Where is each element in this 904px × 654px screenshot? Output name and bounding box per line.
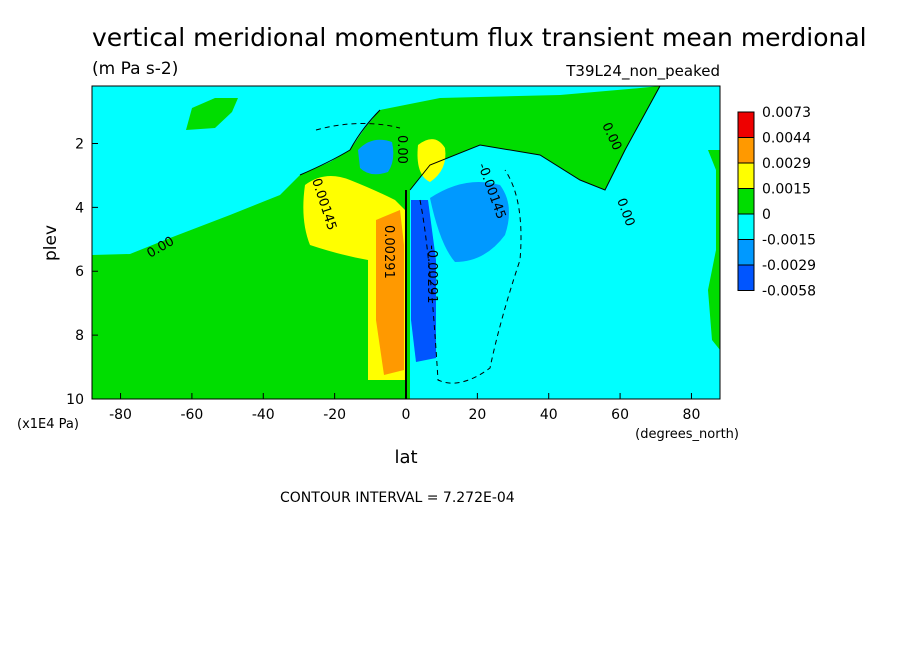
region-top-left-positive xyxy=(186,98,238,130)
chart-units: (m Pa s-2) xyxy=(92,59,178,79)
x-tick-label: -20 xyxy=(323,407,346,423)
y-axis: 2 4 6 8 10 xyxy=(66,136,98,408)
colorbar-label: 0.0029 xyxy=(762,156,811,172)
contour-line-c xyxy=(419,169,522,384)
x-tick-label: -60 xyxy=(180,407,203,423)
region-right-negative xyxy=(410,86,720,399)
region-negative-upper-8S xyxy=(358,139,394,175)
region-negative-core-5N xyxy=(411,200,436,362)
colorbar-swatch xyxy=(737,239,755,266)
x-tick-label: -80 xyxy=(109,407,132,423)
y-axis-title: plev xyxy=(41,225,61,261)
x-tick-label: 60 xyxy=(611,407,629,423)
contour-line-a xyxy=(299,109,381,176)
y-axis-units: (x1E4 Pa) xyxy=(17,417,79,432)
region-right-edge-positive xyxy=(708,150,720,350)
chart-title: vertical meridional momentum flux transi… xyxy=(92,23,867,52)
region-negative-lobe-15N xyxy=(430,181,509,262)
colorbar-label: -0.0058 xyxy=(762,284,816,300)
colorbar: 0.0073 0.0044 0.0029 0.0015 0 -0.0015 -0.0029 -… xyxy=(737,105,816,300)
y-tick-label: 6 xyxy=(75,264,84,280)
colorbar-label: 0.0073 xyxy=(762,105,811,121)
colorbar-swatch xyxy=(737,162,755,189)
colorbar-label: -0.0029 xyxy=(762,258,816,274)
contour-label-4: 0.00 xyxy=(394,135,409,164)
contour-line-d xyxy=(315,123,401,131)
x-tick-label: 0 xyxy=(402,407,411,423)
colorbar-label: -0.0015 xyxy=(762,233,816,249)
colorbar-label: 0.0044 xyxy=(762,131,811,147)
x-tick-label: 40 xyxy=(540,407,558,423)
colorbar-swatch xyxy=(737,137,755,164)
region-positive-core-5S xyxy=(376,210,404,375)
x-tick-label: 80 xyxy=(683,407,701,423)
colorbar-swatch xyxy=(737,111,755,138)
region-upper-left-negative xyxy=(92,86,660,255)
contour-interval: CONTOUR INTERVAL = 7.272E-04 xyxy=(280,490,515,506)
contour-label-7: 0.00291 xyxy=(381,225,396,279)
dataset-label: T39L24_non_peaked xyxy=(565,62,720,81)
y-tick-label: 4 xyxy=(75,200,84,216)
colorbar-label: 0 xyxy=(762,207,771,223)
colorbar-swatch xyxy=(737,213,755,240)
y-tick-label: 2 xyxy=(75,136,84,152)
plot-area xyxy=(92,86,720,399)
contour-line-b xyxy=(409,86,661,191)
x-axis-units: (degrees_north) xyxy=(635,427,739,442)
contour-label-8: -0.00291 xyxy=(424,245,439,303)
y-tick-label: 8 xyxy=(75,328,84,344)
x-axis: -80 -60 -40 -20 0 20 40 60 80 xyxy=(109,393,700,423)
colorbar-swatch xyxy=(737,264,755,291)
colorbar-swatch xyxy=(737,188,755,215)
y-tick-label: 10 xyxy=(66,392,84,408)
x-tick-label: 20 xyxy=(468,407,486,423)
x-axis-title: lat xyxy=(394,447,417,468)
x-tick-label: -40 xyxy=(252,407,275,423)
colorbar-label: 0.0015 xyxy=(762,182,811,198)
